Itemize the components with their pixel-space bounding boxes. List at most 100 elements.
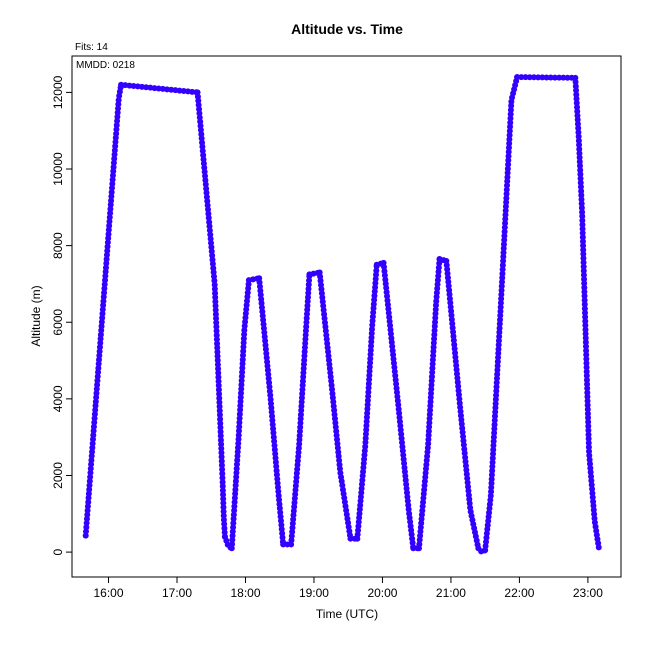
data-point — [213, 336, 220, 343]
data-point — [580, 242, 587, 249]
data-point — [213, 332, 220, 339]
data-point — [556, 74, 563, 81]
data-point — [581, 276, 588, 283]
data-point — [220, 491, 227, 498]
data-point — [218, 441, 225, 448]
data-point — [539, 74, 546, 81]
data-point — [584, 410, 591, 417]
data-point — [220, 508, 227, 515]
data-point — [218, 462, 225, 469]
data-point — [583, 372, 590, 379]
data-point — [215, 382, 222, 389]
data-point — [579, 213, 586, 220]
data-point — [582, 335, 589, 342]
fits-note: Fits: 14 — [75, 42, 108, 53]
x-tick-label: 22:00 — [504, 586, 534, 600]
data-point — [219, 483, 226, 490]
data-point — [580, 251, 587, 258]
data-point — [579, 238, 586, 245]
data-point — [579, 217, 586, 224]
data-point — [535, 74, 542, 81]
data-point — [584, 397, 591, 404]
y-tick-label: 0 — [51, 548, 65, 555]
data-point — [217, 424, 224, 431]
data-point — [216, 390, 223, 397]
data-point — [582, 326, 589, 333]
data-point — [583, 368, 590, 375]
data-point — [585, 431, 592, 438]
mmdd-note: MMDD: 0218 — [76, 60, 135, 71]
data-point — [526, 74, 533, 81]
data-point — [581, 301, 588, 308]
data-point — [577, 175, 584, 182]
data-point — [220, 500, 227, 507]
y-tick-label: 4000 — [51, 385, 65, 412]
data-point — [218, 458, 225, 465]
data-point — [212, 311, 219, 318]
data-point — [581, 284, 588, 291]
data-point — [560, 74, 567, 81]
data-point — [585, 435, 592, 442]
data-point — [220, 495, 227, 502]
y-axis-label: Altitude (m) — [29, 285, 43, 346]
y-tick-label: 10000 — [51, 152, 65, 186]
data-point — [581, 280, 588, 287]
data-point — [583, 356, 590, 362]
data-point — [219, 474, 226, 481]
data-point — [215, 378, 222, 385]
data-point — [576, 150, 583, 157]
data-point — [216, 411, 223, 418]
x-tick-label: 16:00 — [94, 586, 124, 600]
data-point — [213, 327, 220, 334]
data-point — [581, 288, 588, 295]
data-points — [82, 74, 602, 555]
data-point — [216, 407, 223, 414]
data-point — [212, 302, 219, 309]
x-tick-label: 20:00 — [367, 586, 397, 600]
data-point — [585, 439, 592, 446]
data-point — [213, 315, 220, 322]
data-point — [212, 298, 219, 305]
data-point — [583, 347, 590, 354]
data-point — [212, 294, 219, 301]
data-point — [584, 402, 591, 409]
data-point — [214, 361, 221, 368]
data-point — [217, 437, 224, 444]
data-point — [217, 416, 224, 423]
data-point — [522, 74, 529, 81]
data-point — [214, 357, 221, 364]
data-point — [212, 290, 219, 297]
data-point — [581, 297, 588, 304]
chart-title: Altitude vs. Time — [291, 21, 403, 37]
data-point — [219, 479, 226, 486]
y-tick-label: 2000 — [51, 462, 65, 489]
data-point — [584, 389, 591, 396]
data-point — [218, 445, 225, 452]
data-point — [576, 141, 583, 148]
data-point — [581, 293, 588, 300]
data-point — [576, 154, 583, 161]
data-point — [582, 314, 589, 321]
data-point — [577, 183, 584, 190]
y-axis: 0 2000 4000 6000 8000 10000 12000 — [51, 75, 73, 555]
data-point — [216, 395, 223, 402]
data-point — [582, 330, 589, 337]
data-point — [214, 340, 221, 347]
data-point — [595, 544, 602, 551]
data-point — [583, 360, 590, 367]
data-point — [577, 171, 584, 178]
x-tick-label: 23:00 — [573, 586, 603, 600]
data-point — [215, 365, 222, 372]
data-point — [583, 351, 590, 358]
data-point — [219, 487, 226, 494]
data-point — [215, 369, 222, 376]
data-point — [547, 74, 554, 81]
data-point — [582, 322, 589, 329]
data-point — [217, 420, 224, 427]
x-tick-label: 19:00 — [299, 586, 329, 600]
x-axis: 16:00 17:00 18:00 19:00 20:00 21:00 22:00 23:00 — [94, 576, 603, 600]
data-point — [578, 192, 585, 199]
data-point — [580, 263, 587, 270]
data-point — [218, 449, 225, 456]
